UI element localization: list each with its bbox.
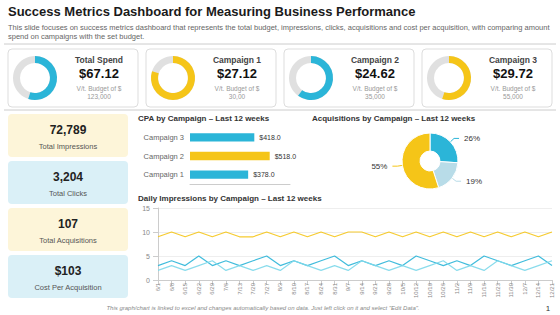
svg-text:10: 10 [142,229,150,236]
svg-text:8/17: 8/17 [304,282,310,294]
svg-text:8/24: 8/24 [318,282,324,294]
svg-text:Total Impressions: Total Impressions [39,142,98,151]
svg-text:12/14: 12/14 [535,282,541,298]
svg-text:Campaign 3: Campaign 3 [144,133,184,142]
svg-text:V/t. Budget of $: V/t. Budget of $ [215,85,260,93]
svg-text:55%: 55% [371,162,387,171]
svg-text:Total Acquisitions: Total Acquisitions [39,236,97,245]
svg-text:6/1: 6/1 [155,282,161,291]
svg-text:5: 5 [146,253,150,260]
svg-text:10/5: 10/5 [400,282,406,294]
svg-text:9/14: 9/14 [359,282,365,294]
svg-text:10/12: 10/12 [413,282,419,298]
svg-text:$418.0: $418.0 [259,134,281,141]
svg-text:V/t. Budget of $: V/t. Budget of $ [77,85,122,93]
svg-text:35,000: 35,000 [365,93,385,100]
svg-text:Campaign 3: Campaign 3 [489,55,537,65]
svg-text:11/30: 11/30 [508,282,514,297]
svg-text:8/3: 8/3 [277,282,283,291]
svg-text:$24.62: $24.62 [355,66,395,81]
svg-text:Daily Impressions by Campaign: Daily Impressions by Campaign – Last 12 … [138,194,322,203]
svg-text:123,000: 123,000 [87,93,111,100]
svg-text:30,00: 30,00 [229,93,246,100]
svg-text:Cost Per Acquisition: Cost Per Acquisition [34,283,101,292]
svg-text:V/t. Budget of $: V/t. Budget of $ [491,85,536,93]
svg-text:10/19: 10/19 [427,282,433,298]
svg-text:spend on campaigns with the se: spend on campaigns with the set budget. [8,32,144,41]
svg-text:11/23: 11/23 [495,282,501,297]
svg-text:Campaign 1: Campaign 1 [213,55,261,65]
svg-text:19%: 19% [466,177,482,186]
svg-text:9/21: 9/21 [372,282,378,294]
svg-text:9/7: 9/7 [345,282,351,291]
svg-text:8/31: 8/31 [332,282,338,294]
svg-text:Campaign 1: Campaign 1 [144,170,184,179]
svg-text:Total Clicks: Total Clicks [49,189,87,198]
svg-text:$27.12: $27.12 [217,66,257,81]
svg-text:Acquisitions by Campaign – Las: Acquisitions by Campaign – Last 12 weeks [312,114,476,123]
svg-text:15: 15 [142,205,150,212]
svg-text:12/21: 12/21 [549,282,555,298]
svg-text:3,204: 3,204 [53,170,83,184]
svg-text:7/13: 7/13 [237,282,243,294]
svg-text:$67.12: $67.12 [79,66,119,81]
svg-text:9/28: 9/28 [386,282,392,294]
svg-text:11/9: 11/9 [467,282,473,294]
svg-text:8/10: 8/10 [291,282,297,294]
svg-text:This slide focuses on success: This slide focuses on success metrics da… [8,23,552,32]
svg-text:11/2: 11/2 [454,282,460,294]
svg-text:Total Spend: Total Spend [75,55,123,65]
svg-text:$378.0: $378.0 [253,171,275,178]
svg-text:10/26: 10/26 [440,282,446,298]
svg-text:$103: $103 [55,264,82,278]
svg-text:This graph/chart is linked to: This graph/chart is linked to excel and … [106,305,419,311]
svg-text:107: 107 [58,217,78,231]
svg-text:0: 0 [146,277,150,284]
svg-text:26%: 26% [464,134,480,143]
svg-text:7/20: 7/20 [250,282,256,294]
svg-text:6/15: 6/15 [182,282,188,294]
svg-text:6/8: 6/8 [169,282,175,291]
svg-text:$29.72: $29.72 [493,66,533,81]
svg-text:11/16: 11/16 [481,282,487,297]
svg-text:Campaign 2: Campaign 2 [351,55,399,65]
svg-text:7/6: 7/6 [223,282,229,291]
svg-text:6/29: 6/29 [209,282,215,294]
svg-text:55,000: 55,000 [503,93,523,100]
svg-text:1: 1 [546,304,551,313]
svg-text:7/27: 7/27 [264,282,270,294]
svg-text:CPA by Campaign – Last 12 week: CPA by Campaign – Last 12 weeks [138,114,270,123]
svg-text:Campaign 2: Campaign 2 [144,152,184,161]
svg-text:12/7: 12/7 [522,282,528,294]
svg-text:$518.0: $518.0 [275,153,297,160]
svg-text:V/t. Budget of $: V/t. Budget of $ [353,85,398,93]
svg-text:72,789: 72,789 [50,123,87,137]
svg-text:Success Metrics Dashboard for: Success Metrics Dashboard for Measuring … [8,4,415,19]
svg-text:6/22: 6/22 [196,282,202,294]
